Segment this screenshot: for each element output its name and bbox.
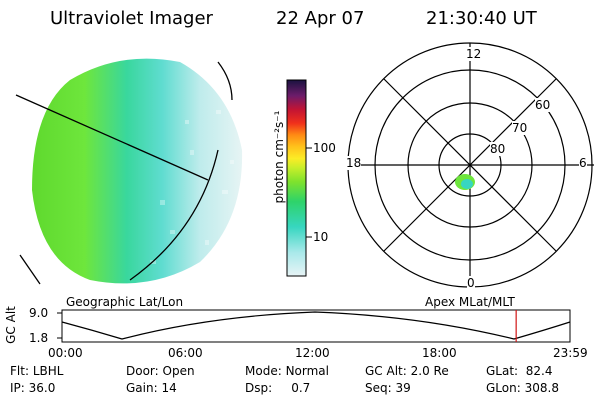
- mlt-label-18: 18: [346, 156, 362, 170]
- timeline-ytick-min: 1.8: [29, 331, 49, 345]
- info-gc-alt: GC Alt: 2.0 Re: [365, 364, 449, 378]
- instrument-title: Ultraviolet Imager: [50, 8, 213, 29]
- colorbar-tick-10: 10: [313, 230, 329, 244]
- info-gain: Gain: 14: [126, 381, 177, 395]
- info-dsp: Dsp: 0.7: [245, 381, 311, 395]
- timeline-xtick-2359: 23:59: [553, 346, 588, 360]
- lat-label-80: 80: [490, 142, 506, 156]
- info-glon: GLon: 308.8: [486, 381, 559, 395]
- limb-arc: [129, 149, 219, 281]
- time-label: 21:30:40 UT: [426, 8, 537, 29]
- info-ip: IP: 36.0: [10, 381, 56, 395]
- timeline-xtick-1200: 12:00: [295, 346, 330, 360]
- terminator-line: [15, 94, 209, 181]
- date-label: 22 Apr 07: [276, 8, 365, 29]
- altitude-curve: [61, 311, 571, 340]
- lat-label-60: 60: [535, 98, 551, 112]
- timeline-xtick-1800: 18:00: [422, 346, 457, 360]
- altitude-timeline: [57, 309, 571, 343]
- info-filter: Flt: LBHL: [10, 364, 64, 378]
- timeline-right-title: Apex MLat/MLT: [425, 295, 515, 309]
- timeline-xtick-0000: 00:00: [48, 346, 83, 360]
- info-mode: Mode: Normal: [245, 364, 329, 378]
- mlt-label-6: 6: [579, 156, 587, 170]
- timeline-ylabel: GC Alt: [4, 306, 18, 344]
- color-scale-bar: [286, 79, 312, 277]
- info-seq: Seq: 39: [365, 381, 411, 395]
- timeline-ytick-max: 9.0: [29, 306, 49, 320]
- mlt-label-12: 12: [466, 47, 482, 61]
- polar-aurora-spot: [455, 174, 475, 190]
- polar-mlt-plot: [346, 42, 594, 288]
- lat-label-70: 70: [512, 121, 528, 135]
- colorbar-tick-100: 100: [313, 141, 336, 155]
- mlt-label-0: 0: [467, 276, 475, 290]
- timeline-xtick-0600: 06:00: [168, 346, 203, 360]
- uv-earth-image: [15, 58, 243, 285]
- colorbar-unit-label: photon cm⁻²s⁻¹: [272, 110, 286, 204]
- info-door: Door: Open: [126, 364, 195, 378]
- info-glat: GLat: 82.4: [486, 364, 553, 378]
- timeline-left-title: Geographic Lat/Lon: [66, 295, 184, 309]
